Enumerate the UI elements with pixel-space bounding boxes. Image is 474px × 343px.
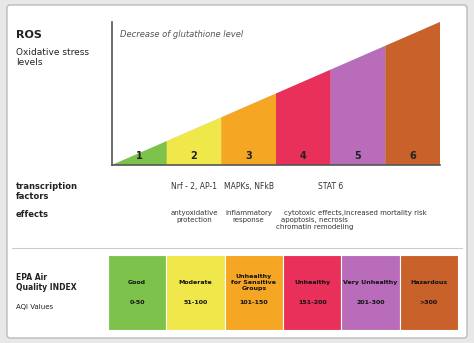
Text: 1: 1 <box>136 151 143 161</box>
Text: inflammatory
response: inflammatory response <box>225 210 272 223</box>
Polygon shape <box>276 70 331 165</box>
Text: Unhealthy: Unhealthy <box>294 280 330 285</box>
Text: 51-100: 51-100 <box>183 300 208 305</box>
Text: 6: 6 <box>409 151 416 161</box>
Text: Good: Good <box>128 280 146 285</box>
Text: 4: 4 <box>300 151 307 161</box>
Text: Very Unhealthy: Very Unhealthy <box>343 280 398 285</box>
Bar <box>341 255 400 330</box>
Text: 5: 5 <box>355 151 361 161</box>
Text: EPA Air
Quality INDEX: EPA Air Quality INDEX <box>16 273 77 292</box>
Text: Moderate: Moderate <box>179 280 212 285</box>
Text: increased mortality risk: increased mortality risk <box>344 210 427 216</box>
Text: antyoxidative
protection: antyoxidative protection <box>170 210 218 223</box>
Polygon shape <box>167 117 221 165</box>
Text: 3: 3 <box>245 151 252 161</box>
Polygon shape <box>221 94 276 165</box>
Text: 2: 2 <box>191 151 197 161</box>
Text: MAPKs, NFkB: MAPKs, NFkB <box>224 182 273 191</box>
Text: transcription
factors: transcription factors <box>16 182 78 201</box>
Text: AQI Values: AQI Values <box>16 304 53 309</box>
Text: >300: >300 <box>420 300 438 305</box>
Bar <box>400 255 458 330</box>
Text: Nrf - 2, AP-1: Nrf - 2, AP-1 <box>171 182 217 191</box>
Polygon shape <box>331 46 385 165</box>
Polygon shape <box>385 22 440 165</box>
Text: Decrease of glutathione level: Decrease of glutathione level <box>120 30 243 39</box>
Bar <box>225 255 283 330</box>
Text: ROS: ROS <box>16 30 42 40</box>
Polygon shape <box>112 141 167 165</box>
Text: Hazardous: Hazardous <box>410 280 447 285</box>
Bar <box>108 255 166 330</box>
Text: effects: effects <box>16 210 49 219</box>
Text: 101-150: 101-150 <box>239 300 268 305</box>
Text: Oxidative stress
levels: Oxidative stress levels <box>16 48 89 68</box>
Bar <box>166 255 225 330</box>
Text: Unhealthy
for Sensitive
Groups: Unhealthy for Sensitive Groups <box>231 274 276 291</box>
Polygon shape <box>112 22 440 165</box>
Text: cytotoxic effects,
apoptosis, necrosis
chromatin remodeling: cytotoxic effects, apoptosis, necrosis c… <box>275 210 353 230</box>
Bar <box>283 255 341 330</box>
Text: 201-300: 201-300 <box>356 300 385 305</box>
FancyBboxPatch shape <box>7 5 467 338</box>
Text: STAT 6: STAT 6 <box>318 182 343 191</box>
Text: 0-50: 0-50 <box>129 300 145 305</box>
Text: 151-200: 151-200 <box>298 300 327 305</box>
